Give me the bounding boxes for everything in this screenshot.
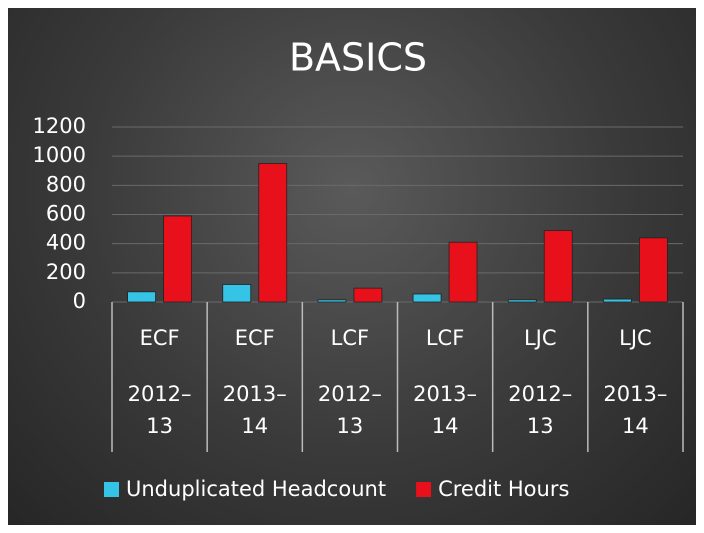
x-tick-label: 2013–14: [603, 382, 668, 438]
y-tick-label: 600: [46, 202, 86, 226]
bar: [412, 293, 442, 303]
y-tick-label: 0: [73, 289, 86, 313]
chart-title: BASICS: [289, 36, 427, 80]
x-tick-label: ECF: [139, 326, 180, 350]
y-tick-label: 200: [46, 260, 86, 284]
legend-swatch: [416, 482, 432, 497]
legend-label: Unduplicated Headcount: [126, 477, 386, 501]
bar: [603, 298, 632, 303]
bar: [448, 241, 478, 303]
bar: [258, 163, 288, 303]
bar: [127, 291, 156, 303]
bar: [639, 237, 668, 303]
chart-background: [8, 8, 696, 525]
x-tick-label: LJC: [523, 326, 557, 350]
x-tick-label: 2012–13: [127, 382, 192, 438]
bar: [507, 299, 537, 303]
bar: [163, 215, 192, 303]
x-tick-label: 2012–13: [508, 382, 573, 438]
y-tick-label: 400: [46, 231, 86, 255]
bar: [353, 287, 383, 303]
bar: [317, 299, 347, 303]
x-tick-label: LCF: [425, 326, 465, 350]
legend-label: Credit Hours: [438, 477, 569, 501]
x-tick-label: LCF: [330, 326, 370, 350]
y-tick-label: 1200: [33, 114, 86, 138]
x-tick-label: 2013–14: [222, 382, 287, 438]
x-tick-label: ECF: [234, 326, 275, 350]
x-tick-label: 2013–14: [413, 382, 478, 438]
y-tick-label: 800: [46, 172, 86, 196]
y-tick-label: 1000: [33, 143, 86, 167]
legend-swatch: [104, 482, 119, 497]
x-tick-label: 2012–13: [317, 382, 382, 438]
bar: [222, 284, 252, 303]
bar: [543, 230, 573, 303]
x-tick-label: LJC: [619, 326, 652, 350]
